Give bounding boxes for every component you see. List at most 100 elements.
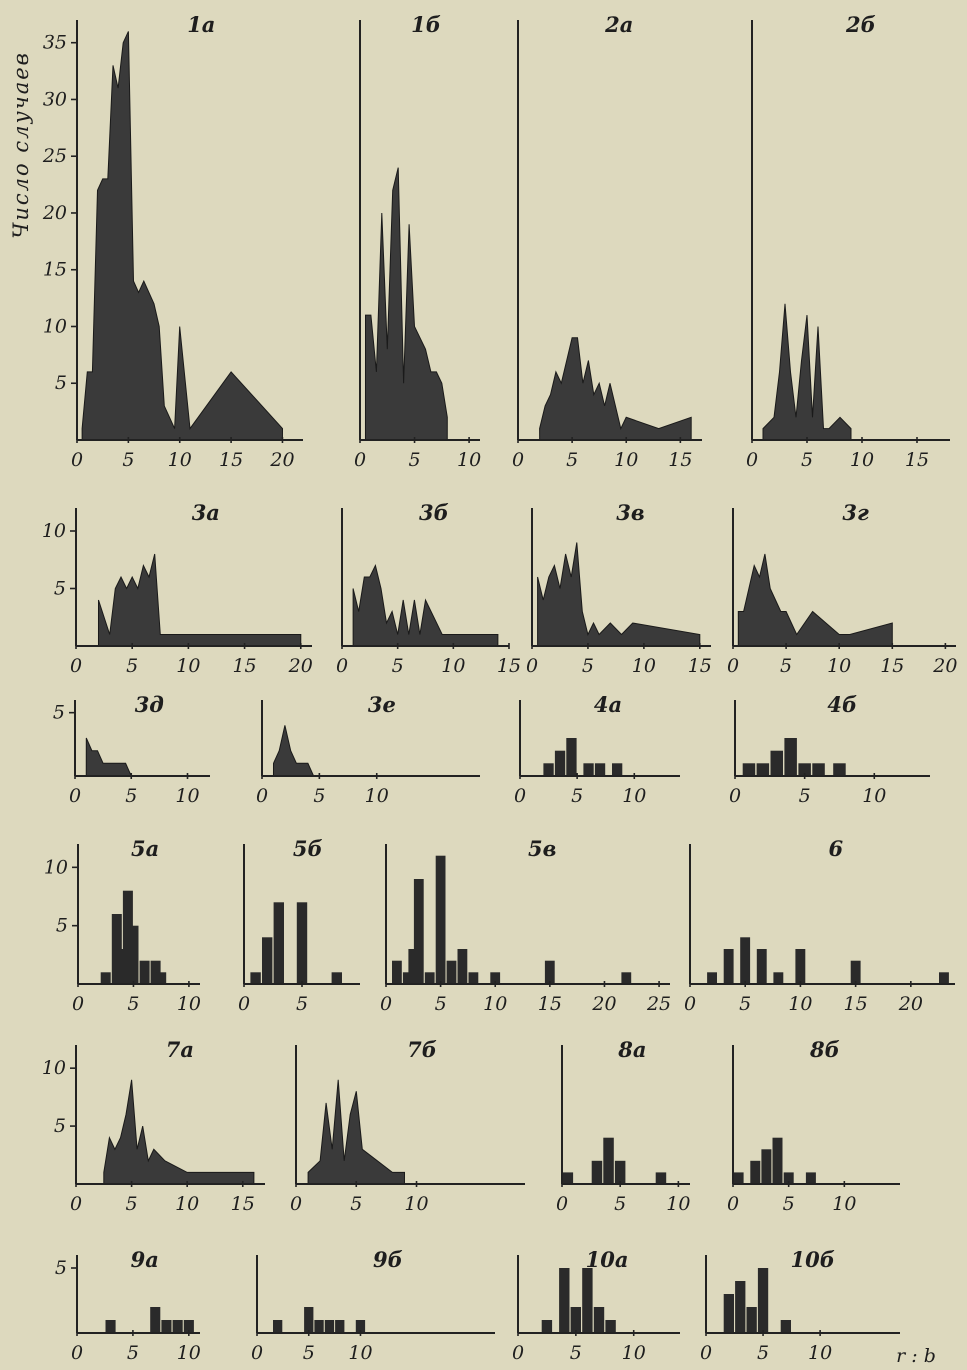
x-tick-label: 10 [404,1193,428,1215]
panel-18: 0 5 10 7б [290,1037,525,1215]
bar [122,890,133,984]
x-tick-label: 15 [231,1193,255,1215]
bar [402,972,413,984]
x-tick-label: 5 [739,993,751,1015]
panel-title: 5в [528,836,556,861]
x-tick-label: 5 [408,449,420,471]
bar [570,1307,581,1333]
panel-title: 10б [791,1247,835,1272]
y-tick-label: 10 [43,315,67,337]
bar [612,763,623,776]
panel-8: 0 5 10 15 20 3г [727,500,958,677]
bar [707,972,717,984]
y-tick-label: 5 [54,1115,66,1137]
area-series [97,553,302,647]
bar [554,750,566,776]
x-tick-label: 5 [296,993,308,1015]
x-tick-label: 5 [435,993,447,1015]
x-tick-label: 0 [526,655,538,677]
area-series [307,1079,406,1185]
panel-title: 1б [411,12,441,37]
bar [490,972,501,984]
area-series [103,1079,255,1185]
x-tick-label: 10 [622,785,646,807]
bar [314,1320,324,1333]
bar [408,949,419,984]
bar [655,1172,667,1184]
y-tick-label: 20 [42,202,67,224]
area-series [537,542,701,647]
x-tick-label: 0 [512,449,524,471]
area-series [352,564,499,647]
bar [784,738,797,776]
bar [583,763,594,776]
x-tick-label: 0 [727,1193,739,1215]
y-tick-label: 10 [42,1057,66,1079]
panel-title: 9б [373,1247,403,1272]
panel-title: 3б [419,500,449,525]
x-tick-label: 5 [614,1193,626,1215]
panel-title: 7б [407,1037,437,1062]
x-tick-label: 10 [827,655,851,677]
x-tick-label: 15 [497,655,521,677]
panel-17: 0 5 10 15 5 10 7a [42,1037,265,1215]
panel-title: 8б [809,1037,840,1062]
x-tick-label: 15 [668,449,692,471]
y-tick-label: 25 [42,145,67,167]
x-tick-label: 5 [127,1342,139,1364]
x-tick-label: 5 [582,655,594,677]
bar [150,960,161,984]
panel-5: 0 5 10 15 20 5 10 3a [42,500,313,677]
bar [355,1320,366,1333]
x-tick-label: 5 [350,1193,362,1215]
x-tick-label: 0 [746,449,758,471]
x-tick-label: 5 [566,449,578,471]
bar [156,972,167,984]
x-tick-label: 0 [238,993,250,1015]
bar [161,1320,172,1333]
bar [446,960,457,984]
bar [304,1307,314,1333]
bar [757,1268,769,1333]
bar [183,1320,194,1333]
bar [392,960,402,984]
bar [413,879,424,984]
x-tick-label: 0 [256,785,268,807]
bar [723,1294,734,1333]
x-tick-label: 0 [71,449,83,471]
x-tick-label: 10 [483,993,507,1015]
panel-2: 0 5 10 1б [354,12,481,471]
panel-title: 3е [368,692,396,717]
x-tick-label: 15 [232,655,256,677]
bar [798,763,811,776]
panel-title: 10a [586,1247,629,1272]
bar [772,1137,783,1184]
panel-title: 1a [187,12,215,37]
bar [250,972,261,984]
y-tick-label: 10 [44,856,68,878]
bar [105,1320,116,1333]
bar [172,1320,183,1333]
x-tick-label: 0 [512,1342,524,1364]
y-tick-label: 5 [55,1257,67,1279]
bar [805,1172,816,1184]
x-tick-label: 15 [905,449,929,471]
panel-title: 8a [617,1037,646,1062]
bar [735,1281,746,1333]
x-tick-label: 10 [365,785,389,807]
bar [273,902,284,984]
bar [750,1160,761,1184]
x-tick-label: 10 [632,655,656,677]
bar [562,1172,574,1184]
bar [324,1320,335,1333]
bar [761,1149,772,1185]
x-tick-label: 5 [571,785,583,807]
x-tick-label: 0 [72,993,84,1015]
panel-23: 0 5 10 10a [512,1247,680,1364]
panel-12: 0 5 10 4б [729,692,930,807]
bar [262,937,273,984]
panel-title: 7a [166,1037,194,1062]
panel-22: 0 5 10 9б [251,1247,495,1364]
bar [111,914,122,984]
bar [335,1320,345,1333]
